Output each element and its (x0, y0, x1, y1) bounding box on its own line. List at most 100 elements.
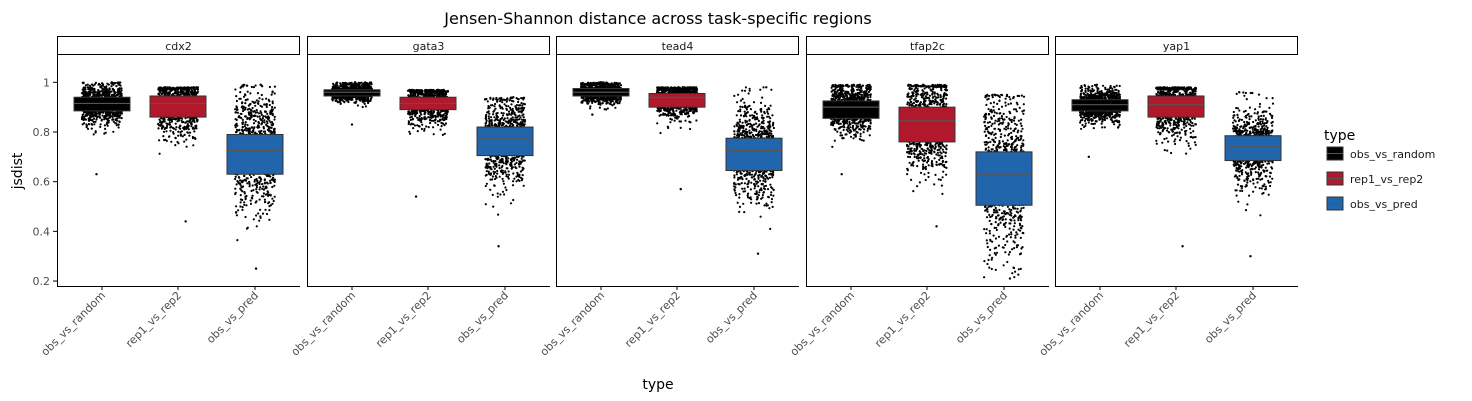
data-point (179, 124, 182, 127)
data-point (234, 175, 237, 178)
data-point-max (259, 83, 262, 87)
data-point (116, 117, 119, 120)
data-point (362, 84, 365, 87)
data-point (174, 128, 177, 131)
data-point (235, 99, 238, 103)
data-point (258, 126, 261, 129)
data-point (239, 112, 242, 115)
data-point (108, 88, 111, 91)
data-point (339, 102, 342, 105)
data-point (250, 196, 253, 199)
data-point (496, 172, 499, 175)
data-point (186, 120, 189, 123)
data-point (114, 91, 117, 94)
data-point (241, 101, 244, 104)
data-point (117, 81, 120, 84)
data-point (420, 91, 423, 94)
data-point (163, 127, 166, 131)
data-point (263, 130, 267, 133)
data-point (169, 129, 172, 132)
data-point (343, 84, 346, 88)
data-point (254, 104, 257, 107)
data-point (236, 180, 239, 183)
data-point (183, 133, 186, 137)
data-point (262, 127, 265, 130)
data-point (235, 214, 238, 217)
chart-title: Jensen-Shannon distance across task-spec… (443, 9, 871, 28)
data-point (414, 113, 417, 116)
data-point (271, 102, 274, 105)
data-point (81, 92, 84, 95)
data-point (186, 131, 189, 134)
data-point (92, 133, 95, 136)
data-point (91, 123, 94, 126)
data-point (428, 93, 431, 96)
data-point-max (163, 86, 167, 89)
data-point (425, 92, 428, 95)
data-point (261, 183, 264, 186)
data-point (263, 198, 266, 201)
data-point (160, 92, 163, 96)
data-point (246, 90, 249, 93)
data-point (255, 177, 258, 181)
data-point (104, 127, 107, 130)
data-point (164, 138, 167, 141)
data-point (248, 181, 251, 185)
data-point (166, 86, 169, 89)
data-point (507, 170, 510, 173)
data-point (111, 115, 114, 118)
data-point (235, 183, 238, 186)
data-point (182, 92, 185, 95)
data-point (239, 187, 242, 190)
data-point (92, 84, 95, 87)
data-point (191, 137, 195, 140)
data-point (243, 83, 246, 86)
data-point (249, 111, 252, 114)
data-point (235, 106, 238, 109)
data-point (169, 89, 172, 92)
data-point (270, 108, 273, 111)
data-point (252, 101, 255, 104)
data-point (510, 99, 514, 102)
data-point (158, 139, 161, 142)
data-point (353, 87, 356, 90)
facet-strip (57, 36, 300, 55)
data-point (244, 99, 247, 102)
data-point (86, 127, 90, 130)
data-point (175, 126, 178, 129)
data-point (498, 167, 501, 170)
data-point (105, 113, 108, 116)
data-point (172, 131, 175, 134)
data-point (105, 90, 108, 93)
data-point (107, 121, 110, 124)
data-point (441, 133, 444, 136)
data-point (423, 118, 426, 121)
data-point (266, 112, 269, 115)
data-point (361, 105, 364, 109)
data-point (356, 104, 359, 107)
data-point (240, 185, 243, 188)
data-point (165, 130, 168, 133)
data-point (91, 119, 94, 122)
data-point (332, 82, 335, 85)
data-point (106, 119, 109, 122)
data-point (254, 111, 257, 114)
data-point (270, 131, 273, 134)
data-point-min (95, 173, 98, 176)
data-point (112, 118, 115, 121)
data-point (258, 115, 261, 118)
data-point (273, 184, 276, 187)
data-point (88, 90, 91, 93)
data-point (100, 119, 103, 122)
data-point (259, 186, 262, 189)
data-point (261, 212, 265, 215)
data-point (94, 90, 97, 94)
data-point (179, 87, 182, 90)
data-point (117, 126, 120, 129)
data-point (243, 125, 246, 128)
data-point (272, 179, 275, 182)
data-point (234, 192, 237, 196)
data-point (185, 138, 188, 141)
data-point (415, 91, 418, 94)
